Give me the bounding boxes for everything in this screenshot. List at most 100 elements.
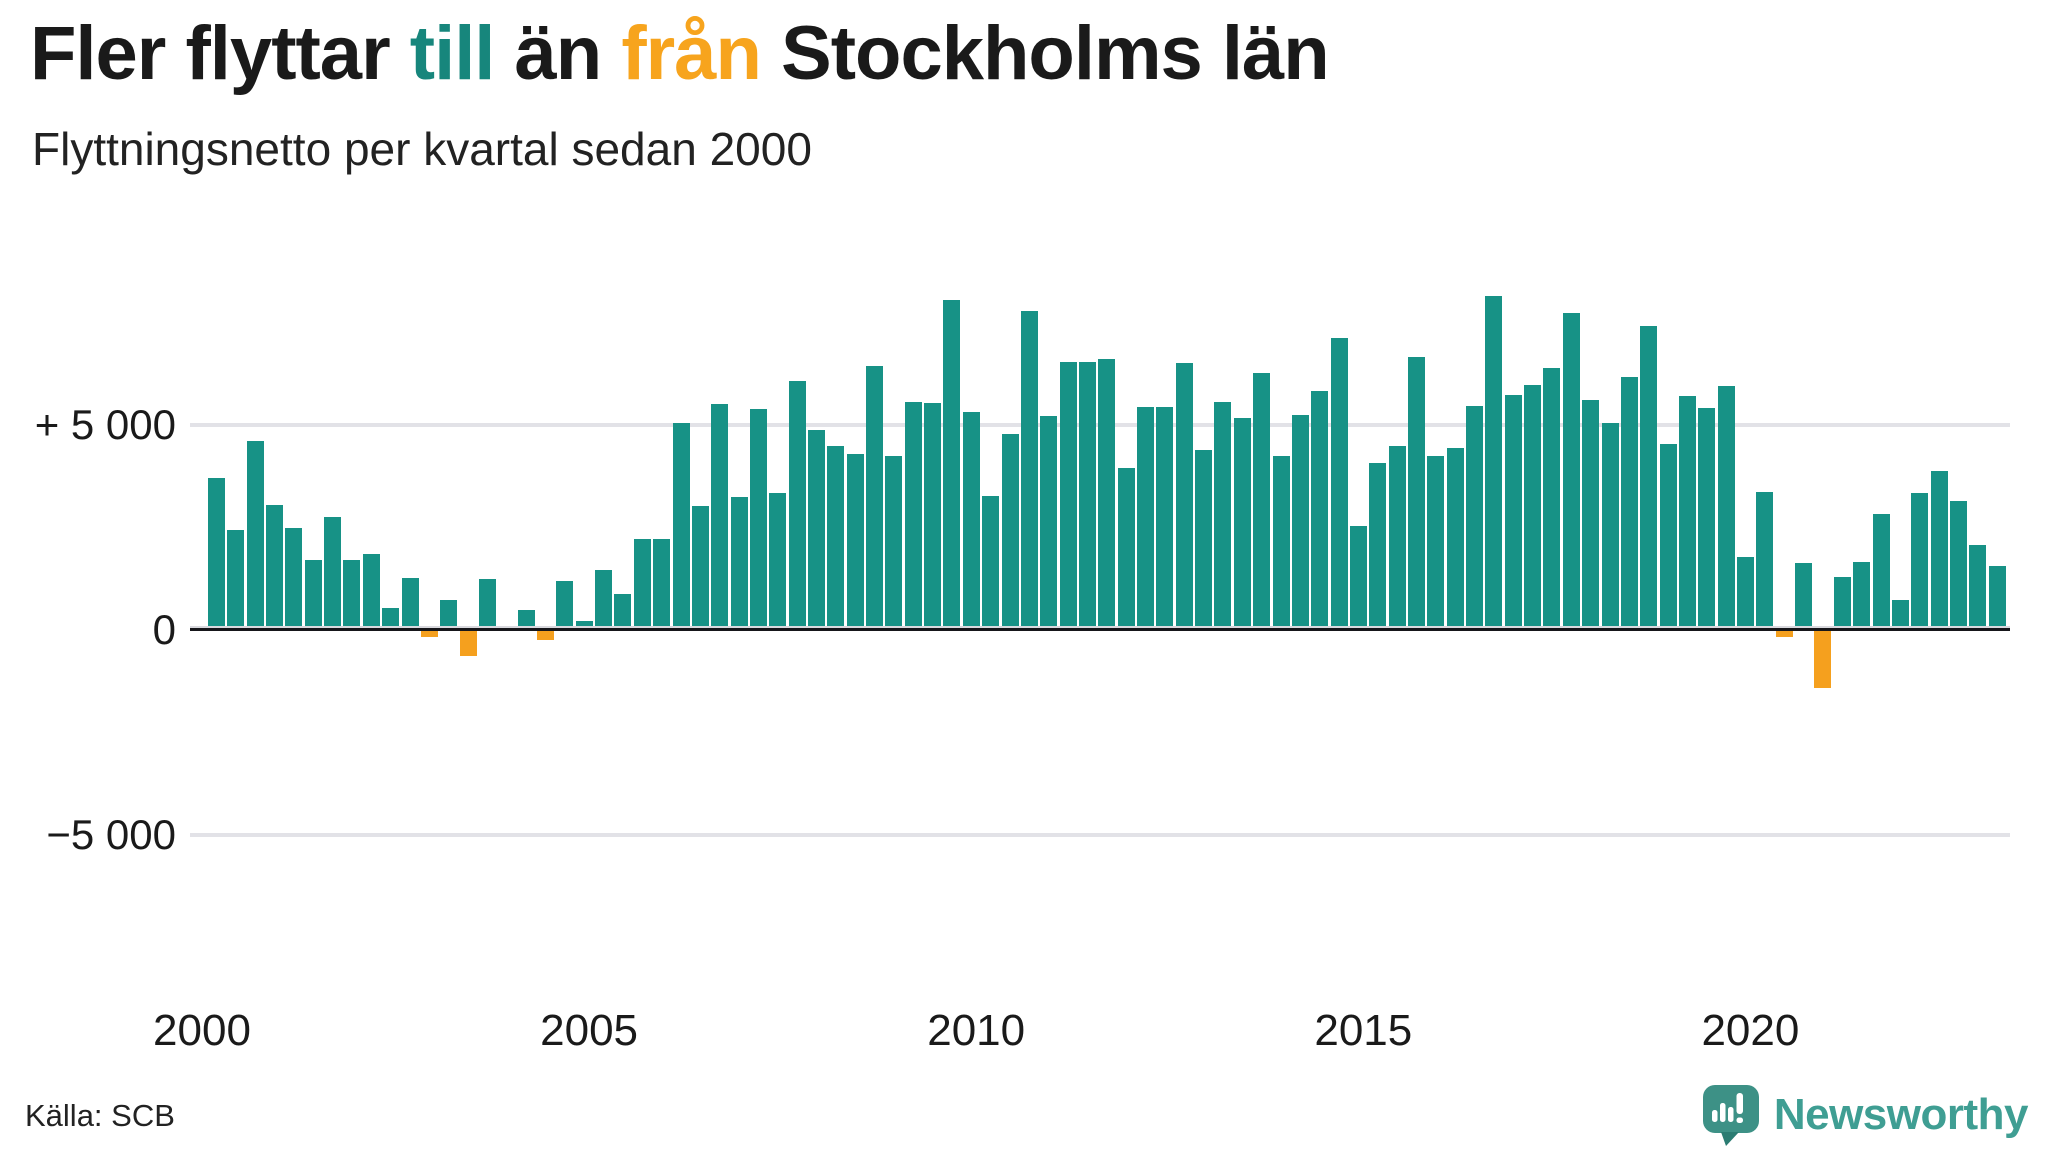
bar <box>769 493 787 630</box>
bar <box>1001 434 1019 630</box>
bar <box>1504 395 1522 630</box>
bar <box>420 631 438 638</box>
bar <box>478 579 496 630</box>
bar <box>537 631 555 641</box>
bar <box>1388 445 1406 630</box>
y-tick-label: + 5 000 <box>34 401 176 448</box>
bar <box>1678 396 1696 630</box>
bar <box>672 422 690 630</box>
x-tick-label: 2010 <box>927 1006 1026 1055</box>
bar <box>595 570 613 630</box>
bar <box>1853 562 1871 630</box>
bar <box>1717 386 1735 630</box>
bar <box>1195 449 1213 630</box>
logo-bar-3 <box>1727 1107 1734 1122</box>
newsworthy-logo-text: Newsworthy <box>1773 1090 2029 1139</box>
logo-exclamation-dot <box>1736 1117 1743 1123</box>
bar <box>1272 455 1290 630</box>
bar <box>1098 358 1116 630</box>
bar <box>1117 468 1135 630</box>
bar <box>866 365 884 630</box>
bar <box>711 403 729 630</box>
title-prefix: Fler flyttar <box>30 11 410 96</box>
bar <box>1349 526 1367 630</box>
bar <box>1872 513 1890 630</box>
bar <box>653 538 671 630</box>
bar <box>1330 337 1348 630</box>
chart-title: Fler flyttar till än från Stockholms län <box>30 10 1330 97</box>
bar <box>324 517 342 630</box>
bar <box>982 496 1000 630</box>
bar <box>266 504 284 630</box>
bar <box>401 578 419 630</box>
bar <box>1659 443 1677 630</box>
bar <box>1040 416 1058 630</box>
bar <box>246 441 264 630</box>
bar <box>1175 363 1193 630</box>
bar <box>1524 385 1542 630</box>
bar <box>1214 401 1232 630</box>
bar <box>943 300 961 630</box>
bar <box>846 453 864 630</box>
bar <box>730 496 748 630</box>
bar <box>1446 447 1464 630</box>
bar <box>1620 377 1638 630</box>
y-tick-label: 0 <box>152 606 176 653</box>
chart-subtitle: Flyttningsnetto per kvartal sedan 2000 <box>32 123 812 175</box>
bar <box>304 560 322 630</box>
bar <box>827 446 845 630</box>
newsworthy-logo-icon <box>1702 1085 1759 1146</box>
bar <box>227 529 245 630</box>
bar <box>1930 470 1948 630</box>
bar <box>1756 492 1774 630</box>
bar <box>1582 400 1600 630</box>
bar <box>1775 631 1793 638</box>
bar <box>1988 566 2006 630</box>
bar <box>285 527 303 630</box>
bar <box>614 593 632 630</box>
bar <box>788 380 806 630</box>
bar <box>1969 545 1987 630</box>
newsworthy-logo: Newsworthy <box>1702 1084 2029 1146</box>
bar <box>1466 406 1484 630</box>
title-mid: än <box>494 11 622 96</box>
bar <box>1078 362 1096 630</box>
bar <box>1795 562 1813 630</box>
bar <box>440 600 458 630</box>
bar <box>1814 631 1832 689</box>
bar <box>1059 362 1077 630</box>
bar <box>962 411 980 630</box>
bar <box>749 408 767 630</box>
bar <box>343 560 361 630</box>
bar <box>1311 391 1329 630</box>
zero-axis-line <box>190 626 2010 631</box>
logo-exclamation-bar <box>1736 1093 1743 1114</box>
x-tick-label: 2000 <box>153 1006 251 1055</box>
bar <box>1369 463 1387 630</box>
bar <box>517 609 535 630</box>
bar <box>459 631 477 656</box>
bar <box>691 505 709 630</box>
bar <box>1485 295 1503 630</box>
bar <box>1233 417 1251 630</box>
bar <box>575 620 593 630</box>
bar <box>1949 500 1967 630</box>
bar <box>1408 356 1425 630</box>
bar <box>1156 407 1174 630</box>
y-gridline <box>190 833 2010 837</box>
bar <box>1911 493 1929 630</box>
bar <box>362 554 380 630</box>
bar <box>1891 600 1909 630</box>
bar <box>808 429 825 630</box>
title-suffix: Stockholms län <box>760 11 1330 96</box>
title-word-till: till <box>409 11 496 96</box>
bar <box>1137 407 1155 630</box>
bar <box>924 403 942 630</box>
bar <box>1833 576 1851 630</box>
bar <box>208 478 225 630</box>
logo-bubble-tail <box>1720 1132 1739 1146</box>
title-word-fran: från <box>621 11 762 96</box>
bar <box>904 402 922 630</box>
x-tick-label: 2005 <box>540 1006 639 1055</box>
